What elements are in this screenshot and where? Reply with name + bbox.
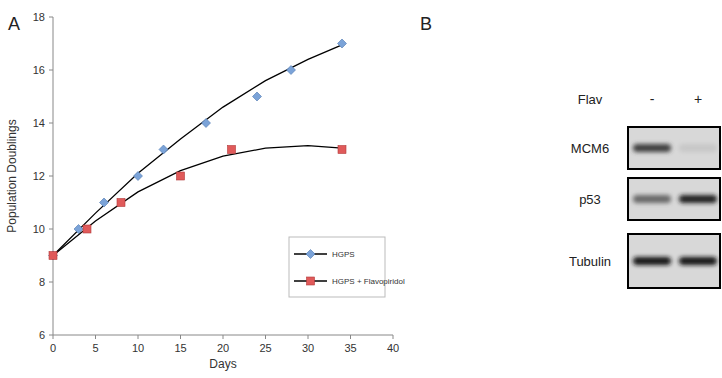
band <box>633 195 671 203</box>
y-tick-label: 16 <box>33 64 45 76</box>
y-tick-label: 10 <box>33 223 45 235</box>
x-tick-label: 35 <box>344 342 356 354</box>
blot-panel <box>628 127 720 169</box>
x-tick <box>138 335 139 339</box>
data-point <box>177 172 185 180</box>
lane-label: + <box>694 91 702 107</box>
data-point <box>100 198 109 207</box>
x-tick <box>265 335 266 339</box>
data-point <box>117 199 125 207</box>
y-tick <box>49 17 53 18</box>
data-point <box>287 66 296 75</box>
y-tick-label: 14 <box>33 117 45 129</box>
legend-marker <box>307 277 315 285</box>
legend-label: HGPS + Flavopiridol <box>332 277 405 286</box>
band <box>633 144 671 152</box>
panel-label: A <box>8 14 20 34</box>
data-point <box>49 252 57 260</box>
y-axis-label: Population Doublings <box>5 119 19 232</box>
y-tick-label: 18 <box>33 11 45 23</box>
y-tick <box>49 335 53 336</box>
data-point <box>83 225 91 233</box>
y-tick <box>49 229 53 230</box>
row-label: Tubulin <box>569 254 611 269</box>
y-tick-label: 12 <box>33 170 45 182</box>
x-tick-label: 15 <box>174 342 186 354</box>
data-point <box>228 146 236 154</box>
blot-panel <box>628 178 720 220</box>
x-tick-label: 40 <box>387 342 399 354</box>
y-tick <box>49 176 53 177</box>
plot-area <box>49 39 347 260</box>
blot-panel <box>628 234 720 288</box>
data-point <box>159 145 168 154</box>
data-point <box>338 39 347 48</box>
legend-marker <box>306 250 315 259</box>
x-tick-label: 5 <box>92 342 98 354</box>
x-tick-label: 20 <box>217 342 229 354</box>
band <box>679 195 717 203</box>
x-tick-label: 25 <box>259 342 271 354</box>
x-tick <box>308 335 309 339</box>
x-tick-label: 0 <box>50 342 56 354</box>
band <box>633 257 671 265</box>
x-tick-label: 30 <box>302 342 314 354</box>
data-point <box>49 251 58 260</box>
lane-label: - <box>650 91 655 107</box>
x-axis-label: Days <box>209 357 236 371</box>
band <box>679 257 717 265</box>
y-tick <box>49 70 53 71</box>
figure: A 6 8 10 12 14 16 18 0 5 10 15 20 25 30 35 40 Days Populat… <box>0 0 722 378</box>
y-tick <box>49 123 53 124</box>
legend-label: HGPS <box>332 250 355 259</box>
data-point <box>202 119 211 128</box>
trend-line <box>53 45 342 256</box>
legend-box <box>289 237 385 297</box>
row-label: MCM6 <box>571 141 609 156</box>
y-tick-label: 8 <box>39 276 45 288</box>
x-tick <box>223 335 224 339</box>
x-tick <box>53 335 54 339</box>
data-point <box>253 92 262 101</box>
y-tick <box>49 282 53 283</box>
treatment-label: Flav <box>578 92 603 107</box>
data-point <box>74 225 83 234</box>
x-tick <box>180 335 181 339</box>
data-point <box>134 172 143 181</box>
panel-label: B <box>420 14 432 34</box>
x-tick <box>350 335 351 339</box>
x-tick <box>95 335 96 339</box>
legend: HGPS HGPS + Flavopiridol <box>289 237 405 297</box>
y-tick-label: 6 <box>39 329 45 341</box>
row-label: p53 <box>579 192 601 207</box>
x-tick <box>393 335 394 339</box>
x-tick-label: 10 <box>132 342 144 354</box>
band <box>679 144 717 152</box>
data-point <box>338 146 346 154</box>
